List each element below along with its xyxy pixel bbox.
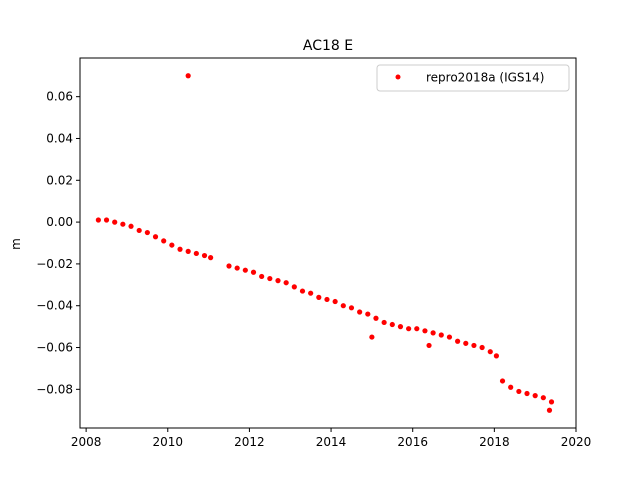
data-point [369, 334, 375, 340]
y-tick-label: 0.06 [46, 90, 73, 104]
data-point [299, 288, 306, 294]
data-point [177, 246, 183, 252]
data-point [234, 265, 240, 271]
data-point [291, 284, 297, 290]
data-point [201, 252, 208, 259]
legend-box [376, 64, 570, 92]
x-axis: 2008 2010 2012 2014 2016 2018 2020 [71, 428, 591, 449]
data-point [422, 328, 428, 334]
data-point [103, 217, 110, 223]
data-point [340, 303, 346, 309]
data-point [357, 309, 363, 315]
chart-title: AC18 E [303, 38, 353, 54]
y-tick-label: 0.04 [46, 131, 73, 145]
data-point [185, 248, 191, 254]
y-tick-label: −0.02 [36, 257, 73, 271]
plot-area [80, 58, 576, 428]
data-point [389, 321, 395, 328]
data-point [324, 296, 330, 303]
data-point [283, 280, 289, 286]
data-point [463, 340, 469, 346]
data-point [226, 263, 232, 269]
data-point [169, 242, 175, 248]
data-point [406, 326, 412, 332]
data-point [267, 275, 273, 282]
data-point [193, 250, 199, 257]
data-point [455, 338, 461, 344]
data-point [152, 234, 159, 240]
data-point [397, 324, 404, 330]
data-point [136, 227, 142, 234]
data-point [479, 344, 485, 351]
data-point [112, 219, 118, 225]
legend-label: repro2018a (IGS14) [426, 71, 544, 85]
data-point [508, 384, 514, 390]
data-point [430, 330, 436, 336]
legend-marker [395, 74, 401, 80]
data-point [546, 407, 553, 413]
y-tick-label: −0.04 [36, 299, 73, 313]
data-layer [95, 73, 555, 413]
data-point [120, 221, 126, 227]
data-point [446, 334, 453, 340]
data-point [250, 269, 257, 275]
y-tick-label: −0.06 [36, 341, 73, 355]
data-point [493, 353, 499, 359]
data-point [365, 311, 371, 317]
x-tick-label: 2016 [397, 435, 428, 449]
data-point [438, 332, 444, 338]
data-point [308, 290, 314, 296]
y-axis-label: m [9, 238, 23, 250]
data-point [471, 342, 477, 349]
plot-frame [79, 57, 577, 429]
data-point [348, 305, 355, 311]
data-point [208, 255, 214, 261]
data-point [381, 319, 387, 326]
data-point [532, 393, 538, 399]
data-point [128, 223, 134, 229]
y-tick-label: 0.02 [46, 173, 73, 187]
y-axis: −0.08 −0.06 −0.04 −0.02 0.00 0.02 0.04 0.06 [36, 90, 80, 396]
data-point [499, 378, 506, 384]
data-point [161, 238, 167, 244]
data-point [426, 342, 432, 349]
data-point [487, 349, 493, 355]
data-point [242, 267, 248, 273]
data-point [524, 390, 530, 397]
data-point [316, 294, 322, 300]
data-point [540, 395, 546, 401]
data-point [275, 278, 281, 284]
data-point [332, 298, 338, 305]
data-point [414, 326, 420, 332]
data-point [185, 73, 191, 79]
x-tick-label: 2010 [152, 435, 183, 449]
data-point [259, 273, 265, 280]
x-tick-label: 2018 [479, 435, 510, 449]
data-point [373, 315, 379, 321]
legend: repro2018a (IGS14) [376, 64, 570, 92]
y-tick-label: −0.08 [36, 382, 73, 396]
x-tick-label: 2020 [561, 435, 592, 449]
data-point [516, 388, 522, 395]
x-tick-label: 2012 [234, 435, 265, 449]
data-point [95, 217, 101, 223]
x-tick-label: 2008 [71, 435, 102, 449]
x-tick-label: 2014 [316, 435, 347, 449]
y-tick-label: 0.00 [46, 215, 73, 229]
data-point [548, 399, 555, 405]
data-point [144, 229, 150, 236]
